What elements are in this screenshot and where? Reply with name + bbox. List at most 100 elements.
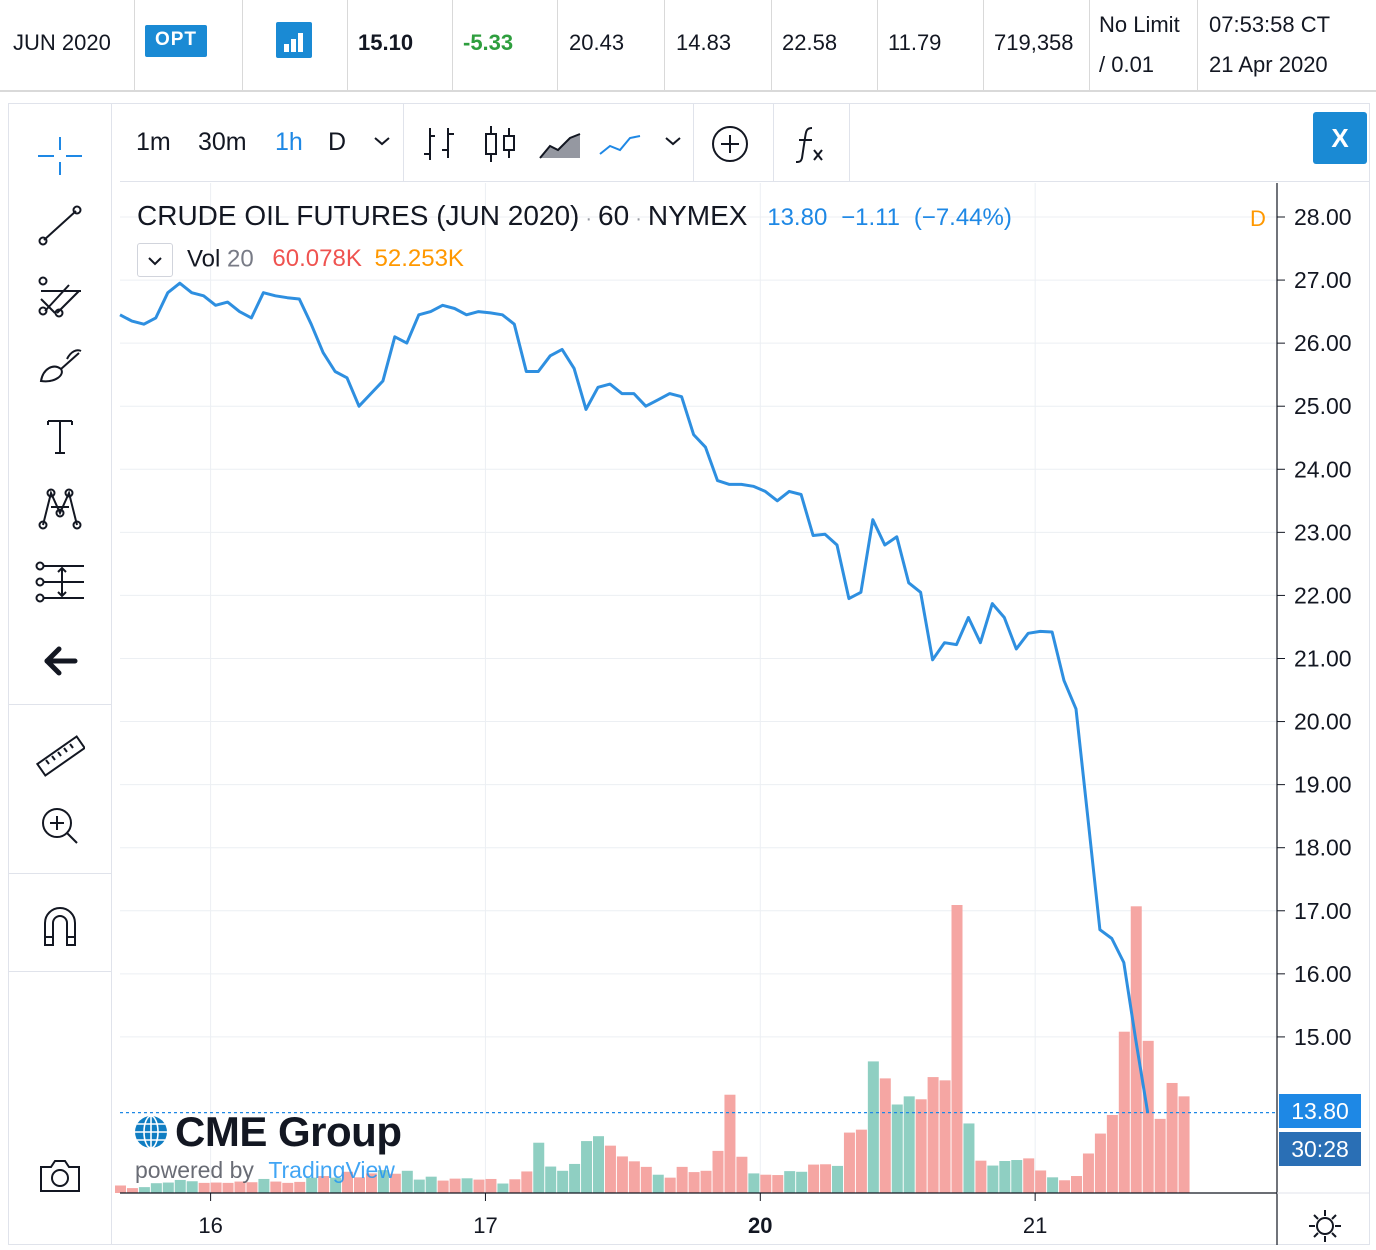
- volume-bar: [784, 1171, 796, 1193]
- back-arrow-icon: [44, 646, 78, 676]
- legend-separator: ·: [585, 208, 593, 230]
- volume-bar: [999, 1161, 1011, 1193]
- volume-bar: [306, 1177, 318, 1193]
- toolbar-separator: [849, 104, 850, 182]
- volume-bar: [820, 1164, 832, 1193]
- volume-bar: [270, 1181, 282, 1193]
- last-price: 15.10: [358, 30, 414, 55]
- volume-value: 719,358: [994, 30, 1074, 55]
- interval-d[interactable]: D: [328, 128, 347, 156]
- volume-bar: [437, 1180, 449, 1193]
- volume-bar: [389, 1173, 401, 1193]
- volume-bar: [497, 1183, 509, 1193]
- y-tick-label: 28.00: [1294, 204, 1352, 230]
- snapshot-tool[interactable]: [8, 1143, 112, 1203]
- volume-bar: [616, 1156, 628, 1193]
- toolbar-separator: [693, 104, 694, 182]
- volume-bar: [509, 1179, 521, 1193]
- camera-icon: [40, 1160, 80, 1192]
- price-line: [119, 281, 1150, 1113]
- volume-bar: [808, 1164, 820, 1193]
- options-cell[interactable]: OPT: [135, 0, 243, 90]
- y-tick-label: 18.00: [1294, 835, 1352, 861]
- trend-line-tool[interactable]: [8, 193, 112, 253]
- volume-bar: [1011, 1160, 1023, 1193]
- line-chart-icon[interactable]: [598, 124, 642, 164]
- volume-bar: [186, 1181, 198, 1193]
- interval-1m[interactable]: 1m: [136, 128, 171, 156]
- chart-legend: CRUDE OIL FUTURES (JUN 2020) · 60 · NYMEX 13…: [137, 200, 1012, 232]
- crosshair-tool[interactable]: [8, 123, 112, 183]
- volume-bar: [377, 1170, 389, 1193]
- legend-separator: ·: [635, 208, 642, 230]
- text-icon: [47, 420, 73, 454]
- volume-bar: [640, 1166, 652, 1193]
- volume-bar: [473, 1179, 485, 1193]
- bar-chart-icon[interactable]: [276, 22, 312, 58]
- pitchfork-tool[interactable]: [8, 263, 112, 323]
- y-tick-label: 27.00: [1294, 267, 1352, 293]
- chart-cell[interactable]: [243, 0, 348, 90]
- candlestick-icon[interactable]: [480, 124, 520, 164]
- volume-bar: [222, 1182, 234, 1193]
- volume-bar: [879, 1078, 891, 1193]
- volume-cell: 719,358: [984, 0, 1090, 90]
- settings-icon[interactable]: [1306, 1207, 1344, 1245]
- pattern-tool[interactable]: [8, 473, 112, 533]
- volume-bar: [772, 1175, 784, 1193]
- volume-bar: [234, 1181, 246, 1193]
- text-tool[interactable]: [8, 403, 112, 463]
- volume-bar: [700, 1170, 712, 1193]
- volume-bar: [258, 1178, 270, 1193]
- cme-logo: CME Group: [133, 1108, 402, 1156]
- limit-line2: / 0.01: [1099, 52, 1155, 77]
- volume-bar: [843, 1132, 855, 1193]
- interval-1h[interactable]: 1h: [275, 128, 303, 156]
- bar-chart-icon[interactable]: [420, 124, 460, 164]
- volume-bar: [1094, 1133, 1106, 1193]
- volume-bar: [951, 905, 963, 1193]
- chevron-down-icon[interactable]: [372, 134, 392, 148]
- ruler-tool[interactable]: [8, 723, 112, 783]
- volume-bar: [867, 1061, 879, 1193]
- volume-bar: [832, 1165, 843, 1193]
- volume-bar: [126, 1188, 138, 1193]
- indicators-icon[interactable]: [790, 124, 830, 164]
- zoom-tool[interactable]: [8, 793, 112, 853]
- chevron-down-icon[interactable]: [663, 134, 683, 148]
- toolbar-divider: [8, 971, 112, 972]
- volume-bar: [1142, 1040, 1154, 1193]
- area-chart-icon[interactable]: [538, 124, 582, 164]
- volume-bar: [533, 1142, 545, 1193]
- y-tick-label: 23.00: [1294, 519, 1352, 545]
- volume-bar: [354, 1177, 365, 1193]
- volume-bar: [939, 1080, 951, 1193]
- volume-bar: [688, 1172, 700, 1193]
- volume-bar: [545, 1166, 557, 1193]
- add-compare-icon[interactable]: [710, 124, 750, 164]
- opt-button[interactable]: OPT: [145, 25, 207, 57]
- magnet-tool[interactable]: [8, 893, 112, 953]
- volume-bar: [461, 1178, 473, 1193]
- change-cell: -5.33: [453, 0, 558, 90]
- volume-bar: [855, 1129, 867, 1193]
- volume-bar: [1106, 1114, 1118, 1193]
- volume-bar: [748, 1173, 760, 1193]
- volume-bar: [282, 1182, 294, 1193]
- tradingview-link[interactable]: TradingView: [268, 1157, 395, 1183]
- back-tool[interactable]: [8, 628, 112, 688]
- countdown-tag: 30:28: [1279, 1132, 1361, 1166]
- measure-tool[interactable]: [8, 548, 112, 608]
- interval-30m[interactable]: 30m: [198, 128, 247, 156]
- prior-settle: 20.43: [569, 30, 625, 55]
- volume-bar: [198, 1182, 210, 1193]
- volume-bar: [891, 1104, 903, 1193]
- volume-bar: [927, 1077, 939, 1193]
- close-button[interactable]: X: [1313, 112, 1367, 164]
- volume-bar: [162, 1182, 174, 1193]
- volume-legend: Vol 20 60.078K 52.253K: [137, 243, 464, 277]
- volume-bar: [593, 1136, 604, 1193]
- collapse-legend-button[interactable]: [137, 243, 173, 277]
- brush-tool[interactable]: [8, 333, 112, 393]
